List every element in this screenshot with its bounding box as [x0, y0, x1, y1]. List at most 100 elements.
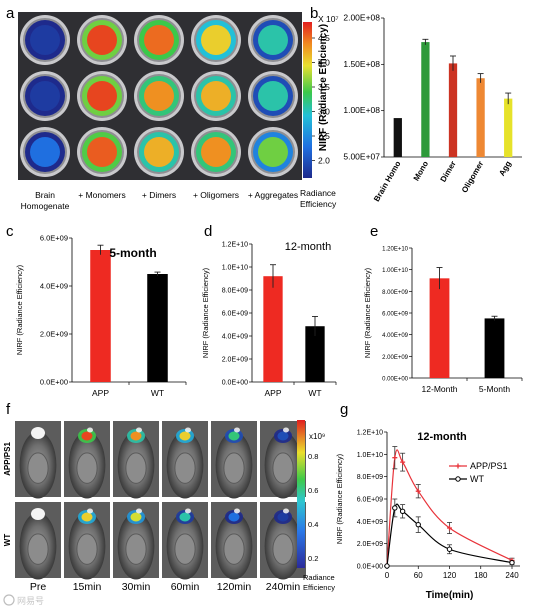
bar-oligomer: [476, 78, 485, 157]
panel-letter-c: c: [6, 223, 14, 240]
time-label: 15min: [73, 581, 102, 593]
chart-title: 5-month: [109, 246, 156, 260]
chart-title: 12-month: [417, 431, 467, 443]
y-tick-label: 1.0E+10: [222, 265, 248, 272]
bar-wt: [147, 274, 168, 382]
signal-core: [130, 512, 142, 522]
signal-core: [179, 431, 191, 441]
well-signal-core: [87, 81, 117, 111]
well: [191, 71, 241, 121]
panel-f-mouse-images: x10⁹ 0.8 0.6 0.4 0.2 Radiance Efficiency Pr…: [3, 420, 335, 593]
bar-brain-homo: [393, 118, 402, 157]
time-label: 60min: [171, 581, 200, 593]
mouse-row-labels: APP/PS1 WT: [3, 442, 12, 547]
well-signal-core: [87, 137, 117, 167]
y-tick-label: 0.0E+00: [222, 380, 248, 387]
well: [134, 127, 184, 177]
reference-spot: [234, 427, 240, 433]
mouse-image: [64, 421, 110, 499]
well: [20, 71, 70, 121]
well: [248, 15, 298, 65]
reference-spot: [87, 427, 93, 433]
well-signal-core: [144, 137, 174, 167]
colorbar-a: [303, 22, 312, 178]
mouse-image: [15, 502, 61, 580]
well-signal-core: [144, 25, 174, 55]
colorbar-a-tick-label: 2.0: [318, 156, 330, 166]
category-label: Brain Homo: [372, 159, 403, 203]
y-tick-label: 4.0E+09: [357, 519, 383, 526]
reference-spot: [87, 508, 93, 514]
panel-letter-d: d: [204, 223, 212, 240]
series-line-app-ps1: [386, 449, 513, 567]
category-label: WT: [308, 388, 321, 398]
colorbar-f-tick-label: 0.6: [308, 486, 318, 495]
y-tick-label: 8.00E+09: [382, 290, 409, 296]
category-label: APP: [264, 388, 281, 398]
y-tick-label: 1.2E+10: [222, 242, 248, 249]
data-point: [447, 525, 452, 531]
reference-spot: [136, 508, 142, 514]
bar-agg: [504, 98, 513, 157]
y-tick-label: 2.0E+09: [40, 330, 68, 339]
legend-marker: [455, 463, 461, 469]
well: [77, 127, 127, 177]
y-tick-label: 0.0E+00: [357, 564, 383, 571]
reference-spot: [31, 427, 45, 439]
time-label: 30min: [122, 581, 151, 593]
category-label: Dimer: [439, 160, 458, 184]
colorbar-f-ticks: 0.8 0.6 0.4 0.2: [308, 452, 318, 563]
panel-letter-e: e: [370, 223, 378, 240]
mouse-brain: [76, 533, 98, 565]
mouse-brain: [223, 452, 245, 484]
well-column-label: + Aggregates: [248, 190, 298, 200]
x-tick-label: 240: [505, 571, 519, 580]
colorbar-f: [297, 420, 305, 568]
y-axis-label: NIRF (Radiance Efficiency): [318, 24, 329, 151]
well-column-label: + Oligomers: [193, 190, 239, 200]
well-signal-core: [144, 81, 174, 111]
panel-g-line-chart: 0.0E+00 2.0E+09 4.0E+09 6.0E+09 8.0E+09 1.0E+…: [335, 430, 520, 601]
bar-wt: [305, 326, 325, 382]
well: [248, 71, 298, 121]
reference-spot: [283, 508, 289, 514]
data-point: [415, 488, 421, 494]
well-column-label: + Monomers: [78, 190, 125, 200]
panel-a-well-plate: X 10⁷ 4.5 4.0 3.5 3.0 2.5 2.0 Radiance Effici…: [18, 12, 339, 211]
well: [20, 15, 70, 65]
y-tick-label: 8.0E+09: [222, 288, 248, 295]
colorbar-a-tick-label: 2.5: [318, 131, 330, 141]
y-tick-label: 4.0E+09: [222, 334, 248, 341]
reference-spot: [136, 427, 142, 433]
wells-grid: [20, 15, 298, 177]
mouse-brain: [125, 452, 147, 484]
bar-12-month: [429, 278, 450, 378]
time-label: 240min: [266, 581, 301, 593]
data-point: [399, 508, 406, 514]
y-tick-label: 5.00E+07: [343, 152, 380, 162]
y-tick-label: 6.0E+09: [357, 497, 383, 504]
mouse-image: [211, 421, 257, 499]
colorbar-a-ticks: 4.5 4.0 3.5 3.0 2.5 2.0: [312, 33, 330, 166]
data-point: [415, 521, 421, 528]
data-point: [509, 559, 515, 566]
well: [134, 15, 184, 65]
well: [77, 71, 127, 121]
category-label: 12-Month: [422, 384, 458, 394]
mouse-brain: [174, 533, 196, 565]
signal-core: [228, 431, 240, 441]
well-signal-core: [87, 25, 117, 55]
well: [248, 127, 298, 177]
y-axis-label: NIRF (Radiance Efficiency): [363, 267, 372, 358]
y-tick-label: 6.0E+09: [222, 311, 248, 318]
y-tick-label: 6.0E+09: [40, 234, 68, 243]
well-signal-core: [258, 25, 288, 55]
signal-core: [130, 431, 142, 441]
mouse-image: [113, 421, 159, 499]
y-tick-label: 0.0E+00: [40, 378, 68, 387]
colorbar-a-tick-label: 3.5: [318, 82, 330, 92]
y-axis-label: NIRF (Radiance Efficiency): [335, 453, 344, 544]
bar-mono: [421, 42, 430, 157]
mouse-brain: [76, 452, 98, 484]
